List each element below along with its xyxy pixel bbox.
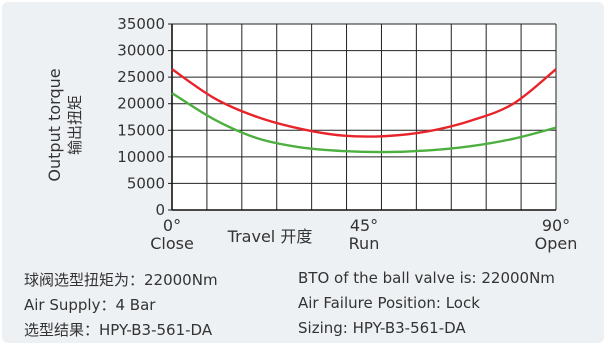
bto-cn-text: 球阀选型扭矩为：22000Nm [24,271,218,289]
x-tick-label: Open [535,234,578,253]
air-supply-text: Air Supply：4 Bar [24,296,156,314]
y-tick-label: 30000 [117,42,165,60]
bto-en-text: BTO of the ball valve is: 22000Nm [298,269,555,287]
sizing-cn-text: 选型结果：HPY-B3-561-DA [24,321,213,339]
y-tick-label: 5000 [127,174,165,192]
sizing-en-text: Sizing: HPY-B3-561-DA [298,319,466,337]
torque-curve-green [171,92,557,154]
y-tick-label: 0 [155,201,165,219]
plot-area [172,24,556,210]
y-tick-label: 35000 [117,15,165,33]
x-axis-label: Travel 开度 [227,227,313,246]
torque-chart: 35000 30000 25000 20000 15000 10000 5000 0 Outpu… [45,15,578,253]
x-tick-value: 90° [542,216,570,235]
x-tick-value: 0° [163,216,181,235]
y-tick-label: 15000 [117,121,165,139]
y-tick-label: 20000 [117,95,165,113]
y-axis-label-en: Output torque [45,68,64,181]
x-tick-label: Run [349,234,380,253]
y-tick-label: 10000 [117,148,165,166]
y-axis-label-cn: 输出扭矩 [66,95,84,155]
torque-curve-red [171,68,557,138]
y-tick-label: 25000 [117,68,165,86]
x-tick-value: 45° [350,216,378,235]
x-tick-label: Close [150,234,194,253]
air-failure-text: Air Failure Position: Lock [298,294,480,312]
